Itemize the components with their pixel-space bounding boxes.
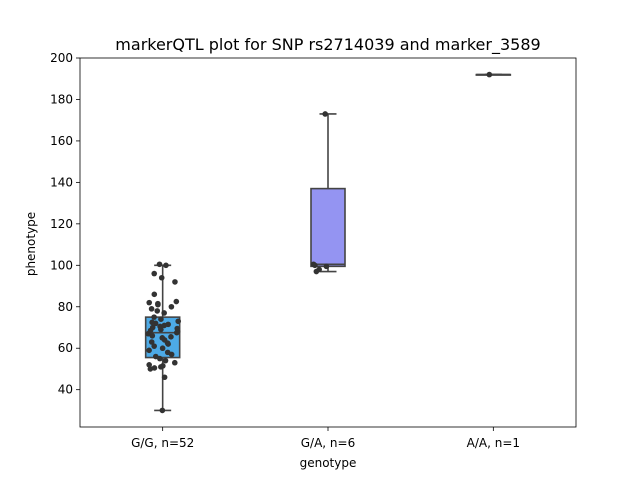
point-0-15	[151, 343, 157, 349]
y-tick-label-3: 100	[50, 258, 73, 272]
point-1-5	[322, 111, 328, 117]
point-0-10	[152, 353, 159, 360]
point-0-41	[155, 300, 161, 307]
point-0-14	[159, 345, 166, 352]
point-1-2	[323, 263, 330, 270]
point-0-49	[156, 261, 163, 268]
point-0-3	[151, 365, 158, 371]
point-0-12	[164, 349, 171, 356]
y-tick-label-1: 60	[58, 341, 73, 355]
box-body-1	[310, 187, 346, 268]
point-0-43	[173, 298, 180, 305]
point-0-38	[148, 306, 155, 312]
point-0-8	[162, 357, 169, 364]
point-0-26	[174, 325, 181, 332]
point-0-17	[148, 339, 155, 345]
point-0-50	[168, 334, 174, 340]
point-0-30	[165, 321, 171, 328]
point-0-35	[151, 314, 157, 320]
point-1-4	[310, 261, 317, 268]
y-tick-label-5: 140	[50, 175, 73, 189]
point-0-46	[158, 274, 165, 281]
point-0-28	[157, 323, 163, 330]
x-tick-label-1: G/A, n=6	[301, 436, 355, 450]
y-tick-label-4: 120	[50, 217, 73, 231]
point-0-5	[160, 363, 166, 369]
point-0-1	[161, 374, 168, 381]
x-tick-label-0: G/G, n=52	[131, 436, 194, 450]
points-layer	[145, 71, 493, 414]
point-0-39	[168, 303, 175, 310]
point-0-33	[175, 318, 182, 325]
point-1-1	[316, 266, 322, 273]
point-0-34	[158, 316, 164, 323]
point-0-7	[171, 359, 178, 366]
point-2-0	[486, 71, 493, 78]
y-tick-label-7: 180	[50, 92, 73, 106]
point-0-13	[146, 347, 152, 354]
y-tick-label-2: 80	[58, 300, 73, 314]
point-0-48	[163, 262, 169, 269]
y-tick-label-0: 40	[58, 383, 73, 397]
x-axis: G/G, n=52 G/A, n=6 A/A, n=1	[131, 427, 520, 450]
y-tick-label-6: 160	[50, 134, 73, 148]
point-0-36	[161, 310, 167, 316]
point-0-32	[149, 319, 155, 326]
point-0-51	[164, 340, 171, 346]
x-axis-label: genotype	[300, 456, 357, 470]
y-axis-label: phenotype	[24, 212, 38, 276]
point-0-0	[159, 407, 166, 414]
point-0-19	[159, 335, 166, 341]
y-axis: 40 60 80 100 120 140 160 180 200	[50, 51, 80, 397]
box-2	[475, 73, 512, 76]
y-tick-label-8: 200	[50, 51, 73, 65]
point-0-45	[172, 279, 178, 285]
point-0-44	[151, 291, 158, 298]
point-0-37	[154, 308, 161, 314]
x-tick-label-2: A/A, n=1	[467, 436, 520, 450]
point-0-42	[146, 299, 153, 306]
point-0-6	[146, 362, 152, 368]
point-0-27	[149, 324, 156, 331]
chart-title: markerQTL plot for SNP rs2714039 and mar…	[115, 35, 540, 55]
point-0-47	[151, 270, 158, 277]
